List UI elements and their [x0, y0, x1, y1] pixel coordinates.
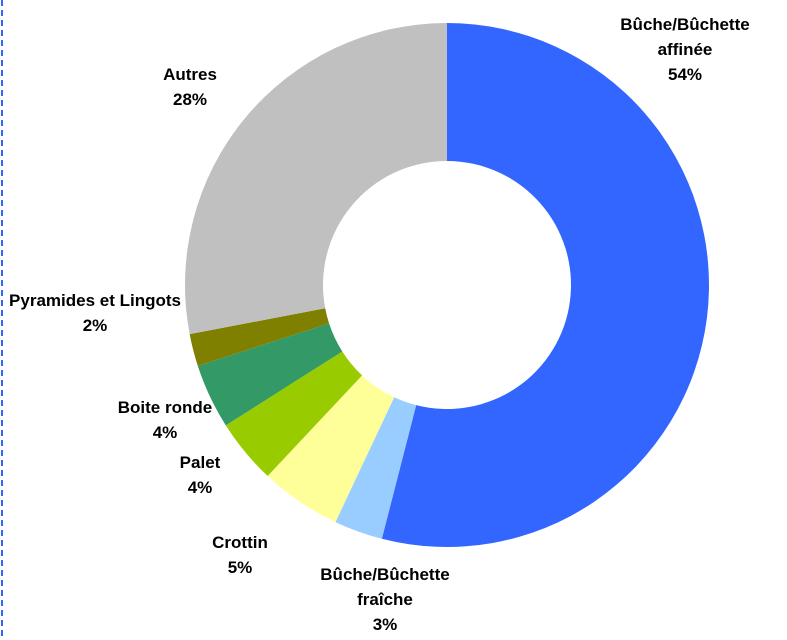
- donut-slice: [197, 323, 343, 426]
- category-name: Pyramides et Lingots: [9, 291, 181, 310]
- donut-slice: [267, 375, 395, 523]
- donut-slice: [189, 308, 330, 366]
- slice-label: Autres 28%: [110, 62, 270, 112]
- slice-label: Palet 4%: [150, 450, 250, 500]
- category-name: Bûche/Bûchette fraîche: [320, 565, 450, 609]
- donut-slice: [225, 351, 363, 476]
- slice-label: Boite ronde 4%: [75, 395, 255, 445]
- value-label: 28%: [172, 90, 208, 109]
- value-label: 4%: [187, 478, 213, 497]
- slice-label: Crottin 5%: [190, 530, 290, 580]
- value-label: 4%: [152, 423, 178, 442]
- donut-slice: [381, 23, 709, 547]
- donut-slice: [185, 23, 447, 335]
- category-name: Boite ronde: [117, 398, 213, 417]
- value-label: 54%: [667, 65, 703, 84]
- value-label: 3%: [372, 615, 398, 634]
- slice-label: Pyramides et Lingots 2%: [5, 288, 185, 338]
- donut-slice: [335, 397, 417, 539]
- slice-label: Bûche/Bûchette affinée 54%: [615, 12, 755, 87]
- category-name: Crottin: [212, 533, 268, 552]
- category-name: Autres: [163, 65, 217, 84]
- value-label: 2%: [82, 316, 108, 335]
- slice-label: Bûche/Bûchette fraîche 3%: [310, 562, 460, 637]
- category-name: Palet: [179, 453, 221, 472]
- category-name: Bûche/Bûchette affinée: [620, 15, 750, 59]
- value-label: 5%: [227, 558, 253, 577]
